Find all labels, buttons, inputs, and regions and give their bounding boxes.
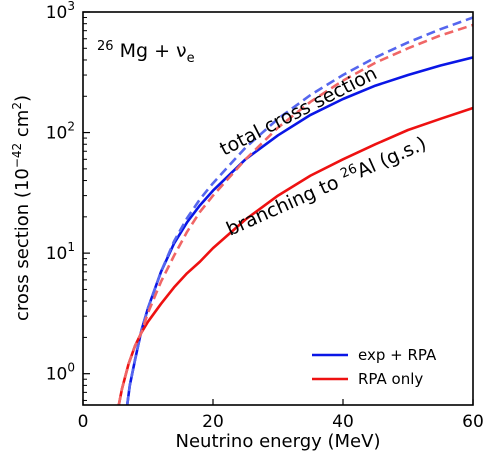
x-tick-label: 40 xyxy=(332,412,354,432)
x-tick-label: 60 xyxy=(462,412,484,432)
legend-label-exp-rpa: exp + RPA xyxy=(358,346,437,364)
x-tick-label: 20 xyxy=(202,412,224,432)
plot-frame xyxy=(82,11,474,406)
annotation-total-cross-section: total cross section xyxy=(216,62,380,160)
y-axis-ticks: 100 101 102 103 xyxy=(46,0,90,401)
x-axis-ticks: 0 20 40 60 xyxy=(78,399,484,432)
reaction-label: 26 Mg + νe xyxy=(97,39,195,66)
y-tick-label: 102 xyxy=(46,120,75,144)
y-tick-label: 100 xyxy=(46,361,75,385)
y-tick-label: 103 xyxy=(46,0,75,23)
legend-label-rpa-only: RPA only xyxy=(358,370,423,388)
y-tick-label: 101 xyxy=(46,240,75,264)
x-tick-label: 0 xyxy=(78,412,89,432)
y-axis-label: cross section (10−42 cm2) xyxy=(10,95,33,321)
legend: exp + RPA RPA only xyxy=(312,346,437,388)
x-axis-label: Neutrino energy (MeV) xyxy=(176,431,381,452)
annotation-branching: branching to 26Al (g.s.) xyxy=(223,132,430,241)
series-lines xyxy=(117,16,473,405)
series-line-rpa-only-total xyxy=(117,23,473,405)
